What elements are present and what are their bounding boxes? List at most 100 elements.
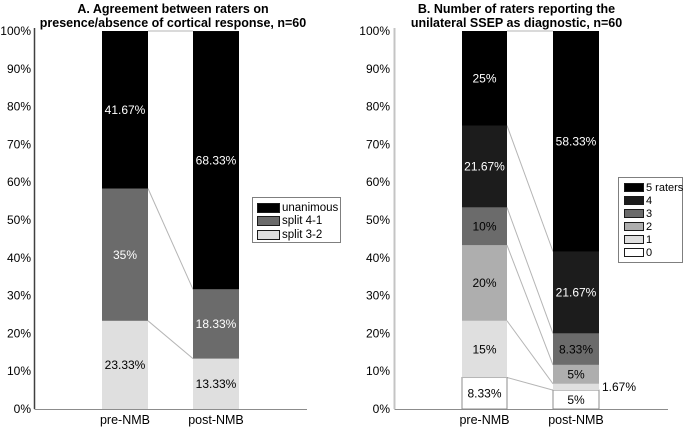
bar-segment-b-post-nmb-4 [553,251,599,334]
legend-swatch-icon [624,248,644,257]
bar-segment-b-post-nmb-3 [553,333,599,365]
y-axis-tick-label: 80% [366,100,390,114]
bar-segment-b-pre-nmb-4 [462,125,507,208]
bar-segment-a-post-nmb-split-3-2 [193,358,239,409]
legend-label: split 4-1 [282,215,323,228]
bar-segment-b-pre-nmb-0 [461,377,508,410]
legend-item-5-raters: 5 raters [624,181,684,194]
legend-swatch-icon [624,183,644,192]
chart-b-legend: 5 raters 4 3 2 1 0 [618,177,683,263]
segment-value-label: 5% [567,368,585,382]
legend-swatch-icon [624,235,644,244]
connector-line [147,188,194,290]
legend-item-0: 0 [624,246,680,259]
chart-a-title-line1: A. Agreement between raters on [77,2,269,16]
y-axis-tick-label: 20% [366,326,390,340]
connector-line [506,125,554,252]
y-axis-tick-label: 0% [373,402,391,416]
y-axis-tick-label: 60% [7,175,31,189]
legend-item-1: 1 [624,233,680,246]
legend-item-split-4-1: split 4-1 [257,215,338,229]
y-axis-tick-label: 0% [14,402,32,416]
legend-label: 0 [646,246,653,259]
segment-value-label: 41.67% [105,103,146,117]
legend-swatch-icon [257,229,280,240]
legend-item-split-3-2: split 3-2 [257,228,338,242]
y-axis-tick-label: 100% [359,24,390,38]
connector-line [506,207,554,334]
segment-value-label: 10% [472,220,496,234]
connector-line [147,320,194,359]
y-axis-tick-label: 50% [7,213,31,227]
y-axis-tick-label: 100% [0,24,31,38]
y-axis-tick-label: 30% [366,289,390,303]
x-axis-category-label: pre-NMB [100,413,150,427]
segment-value-label: 35% [113,248,137,262]
legend-label: 4 [646,194,653,207]
y-axis-tick-label: 90% [7,62,31,76]
chart-b-title: B. Number of raters reporting the unilat… [348,2,685,30]
legend-label: unanimous [282,201,339,214]
segment-value-label: 13.33% [196,377,237,391]
x-axis-category-label: post-NMB [188,413,244,427]
x-axis-category-label: post-NMB [548,413,604,427]
legend-item-3: 3 [624,207,680,220]
legend-label: split 3-2 [282,228,323,241]
bar-segment-b-pre-nmb-5-raters [462,31,507,126]
legend-label: 1 [646,233,653,246]
chart-a-title: A. Agreement between raters on presence/… [0,2,346,30]
segment-value-label: 5% [567,393,585,407]
y-axis-tick-label: 80% [7,100,31,114]
segment-value-label: 58.33% [556,134,597,148]
bar-segment-b-pre-nmb-1 [462,320,507,378]
bar-segment-a-pre-nmb-split-4-1 [102,188,148,321]
legend-item-unanimous: unanimous [257,201,338,215]
segment-value-label: 21.67% [464,160,505,174]
segment-value-label: 20% [472,276,496,290]
y-axis-tick-label: 40% [7,251,31,265]
connector-line [506,320,554,385]
segment-value-label: 21.67% [556,286,597,300]
segment-value-label: 8.33% [467,386,501,400]
segment-value-label: 23.33% [105,358,146,372]
connector-line [506,377,554,391]
bar-segment-b-pre-nmb-2 [462,245,507,321]
bar-segment-a-post-nmb-split-4-1 [193,289,239,359]
segment-value-label: 8.33% [559,342,593,356]
y-axis-tick-label: 70% [7,137,31,151]
connector-line [506,245,554,366]
y-axis-tick-label: 50% [366,213,390,227]
bar-segment-a-pre-nmb-unanimous [102,31,148,189]
y-axis-tick-label: 10% [366,364,390,378]
x-axis-category-label: pre-NMB [459,413,509,427]
y-axis-tick-label: 60% [366,175,390,189]
chart-a-title-line2: presence/absence of cortical response, n… [39,15,307,30]
bar-segment-b-post-nmb-2 [553,364,599,384]
bar-segment-a-post-nmb-unanimous [193,31,239,290]
legend-label: 3 [646,207,653,220]
y-axis-tick-label: 10% [7,364,31,378]
legend-swatch-icon [624,209,644,218]
y-axis-tick-label: 90% [366,62,390,76]
chart-a-legend: unanimous split 4-1 split 3-2 [252,197,341,243]
y-axis-tick-label: 30% [7,289,31,303]
segment-value-label: 1.67% [602,380,636,394]
y-axis-tick-label: 20% [7,326,31,340]
y-axis-tick-label: 70% [366,137,390,151]
legend-item-2: 2 [624,220,680,233]
segment-value-label: 25% [472,71,496,85]
bar-segment-b-post-nmb-5-raters [553,31,599,252]
bar-segment-b-post-nmb-1 [553,383,599,391]
legend-label: 5 raters [646,181,684,194]
segment-value-label: 18.33% [196,317,237,331]
segment-value-label: 15% [472,342,496,356]
chart-b-title-line2: unilateral SSEP as diagnostic, n=60 [410,15,623,30]
legend-swatch-icon [624,222,644,231]
bar-segment-a-pre-nmb-split-3-2 [102,320,148,409]
chart-b-title-line1: B. Number of raters reporting the [417,2,616,16]
legend-item-4: 4 [624,194,680,207]
legend-swatch-icon [624,196,644,205]
legend-label: 2 [646,220,653,233]
